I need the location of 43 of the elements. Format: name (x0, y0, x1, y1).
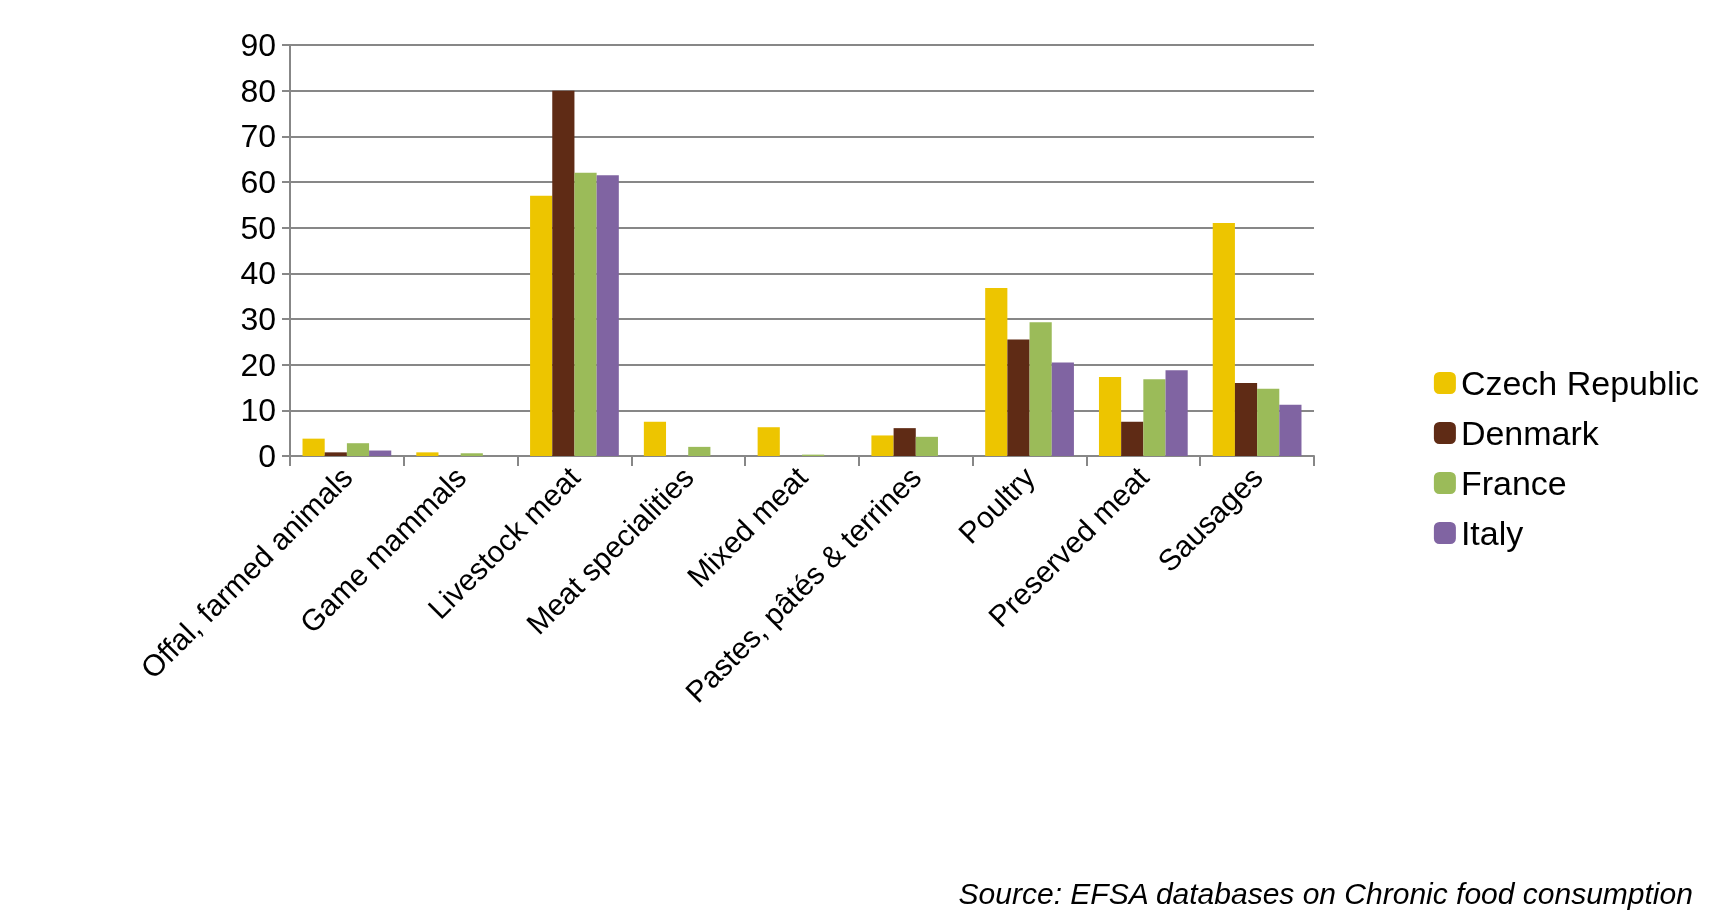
y-tick-label: 0 (258, 438, 276, 474)
bar (346, 443, 370, 456)
bar (1165, 370, 1188, 456)
bar (757, 427, 780, 456)
y-tick-label: 10 (240, 392, 276, 429)
bar (643, 421, 667, 456)
bar (302, 438, 325, 456)
bar (369, 450, 392, 456)
bar (893, 428, 916, 456)
y-tick-label: 20 (240, 346, 276, 383)
bar (1007, 339, 1030, 456)
bar (1279, 404, 1302, 456)
bar (1257, 388, 1280, 456)
bar (574, 172, 597, 456)
bar (530, 195, 553, 456)
source-note: Source: EFSA databases on Chronic food consumption (958, 876, 1693, 910)
bar (552, 90, 575, 456)
bar (416, 452, 439, 456)
y-tick-label: 50 (240, 209, 276, 246)
bar (1051, 362, 1074, 456)
y-tick-label: 40 (240, 255, 276, 292)
bar (324, 452, 347, 456)
legend-label: Czech Republic (1460, 364, 1700, 402)
legend-label: Italy (1460, 514, 1524, 552)
bar (1143, 379, 1166, 456)
bar (596, 175, 619, 456)
y-tick-label: 70 (240, 118, 276, 155)
bar (460, 453, 483, 456)
bar (1121, 421, 1144, 456)
bar (871, 435, 894, 456)
bar (1029, 322, 1052, 456)
legend-label: France (1460, 464, 1567, 502)
y-tick-label: 90 (240, 27, 276, 63)
bar (915, 436, 938, 456)
legend-label: Denmark (1460, 414, 1600, 452)
bar (1234, 382, 1258, 456)
bar (1212, 223, 1235, 456)
y-tick-label: 60 (240, 164, 276, 200)
bar (1098, 377, 1122, 456)
bar (688, 446, 711, 456)
bar (985, 287, 1008, 456)
y-tick-label: 80 (240, 72, 276, 109)
y-tick-label: 30 (240, 301, 276, 337)
